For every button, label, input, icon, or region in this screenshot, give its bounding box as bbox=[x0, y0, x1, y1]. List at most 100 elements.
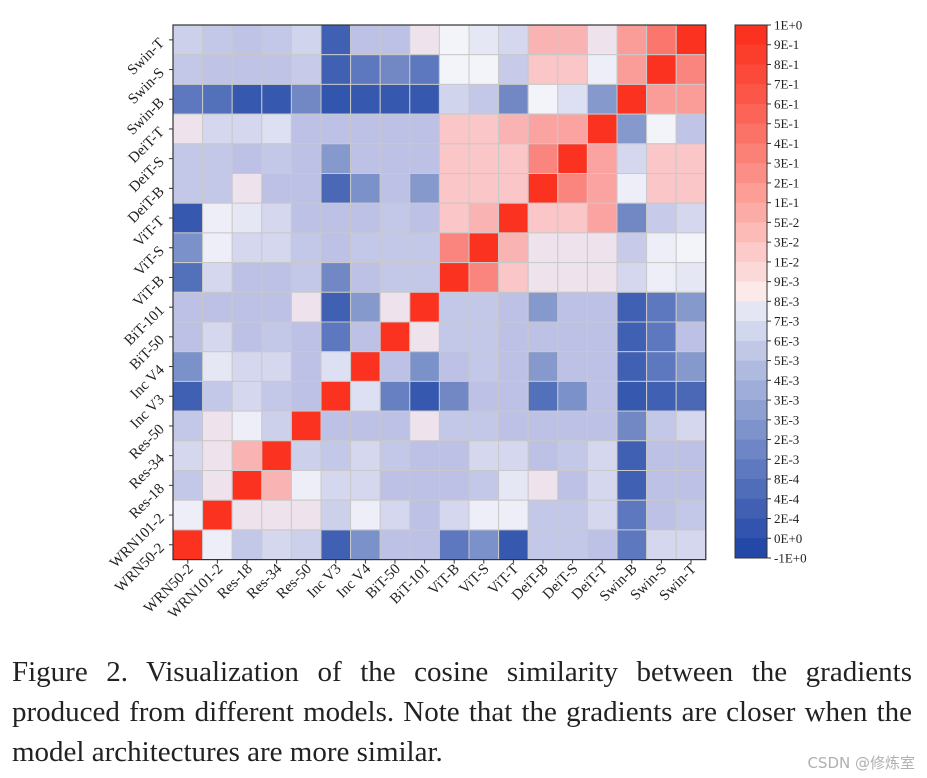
colorbar-tick-label: 1E+0 bbox=[774, 18, 802, 33]
heatmap-cell bbox=[675, 440, 707, 471]
heatmap-cell bbox=[468, 54, 500, 85]
heatmap-cell bbox=[350, 380, 381, 412]
heatmap-cell bbox=[231, 529, 263, 561]
heatmap-cell bbox=[379, 470, 411, 501]
heatmap-cell bbox=[409, 54, 440, 85]
heatmap-cell bbox=[557, 291, 588, 323]
heatmap-cell bbox=[231, 143, 263, 175]
heatmap-cell bbox=[586, 202, 618, 234]
heatmap-cell bbox=[527, 24, 559, 56]
heatmap-cell bbox=[646, 410, 677, 442]
heatmap-cell bbox=[646, 499, 677, 531]
heatmap-cell bbox=[261, 83, 292, 115]
heatmap-cell bbox=[675, 113, 707, 145]
heatmap-cell bbox=[527, 291, 559, 323]
heatmap-cell bbox=[231, 232, 263, 264]
heatmap-cell bbox=[290, 499, 322, 531]
heatmap-cell bbox=[320, 24, 352, 56]
heatmap-cell bbox=[261, 173, 292, 204]
heatmap-cell bbox=[646, 321, 677, 353]
heatmap-cell bbox=[646, 113, 677, 145]
heatmap-cell bbox=[498, 321, 529, 353]
watermark: CSDN @修炼室 bbox=[807, 754, 915, 772]
heatmap-cell bbox=[350, 321, 381, 353]
heatmap-cell bbox=[616, 291, 648, 323]
colorbar: 1E+0 9E-1 8E-1 7E-1 6E-1 5E-1 4E-1 3E-1 2E-1 1E-1… bbox=[734, 18, 807, 566]
heatmap-cell bbox=[409, 291, 440, 323]
heatmap-cell bbox=[409, 232, 440, 264]
heatmap-cell bbox=[557, 83, 588, 115]
colorbar-tick-label: 2E-3 bbox=[774, 452, 799, 467]
heatmap-cell bbox=[438, 410, 470, 442]
heatmap-cell bbox=[350, 143, 381, 175]
heatmap-cell bbox=[616, 380, 648, 412]
colorbar-tick-label: 5E-2 bbox=[774, 215, 799, 230]
heatmap-cell bbox=[675, 202, 707, 234]
heatmap-cell bbox=[320, 202, 352, 234]
heatmap-cell bbox=[438, 351, 470, 382]
colorbar-segment bbox=[735, 380, 767, 401]
colorbar-tick-label: 2E-3 bbox=[774, 432, 799, 447]
heatmap-cell bbox=[675, 24, 707, 56]
heatmap-cell bbox=[261, 499, 292, 531]
heatmap-cell bbox=[498, 529, 529, 561]
heatmap-cell bbox=[231, 291, 263, 323]
heatmap-cell bbox=[616, 83, 648, 115]
heatmap-cell bbox=[527, 499, 559, 531]
heatmap-cell bbox=[675, 410, 707, 442]
heatmap-cell bbox=[202, 291, 233, 323]
heatmap-cell bbox=[557, 202, 588, 234]
colorbar-tick-label: 6E-3 bbox=[774, 333, 799, 348]
heatmap-cell bbox=[172, 262, 204, 293]
heatmap-cell bbox=[320, 321, 352, 353]
heatmap-cell bbox=[616, 351, 648, 382]
heatmap-cell bbox=[320, 54, 352, 85]
heatmap-cell bbox=[527, 380, 559, 412]
heatmap-cell bbox=[320, 499, 352, 531]
heatmap-cell bbox=[675, 291, 707, 323]
heatmap-cell bbox=[646, 262, 677, 293]
colorbar-segment bbox=[735, 261, 767, 283]
heatmap-cell bbox=[616, 54, 648, 85]
heatmap-cell bbox=[438, 83, 470, 115]
heatmap-cell bbox=[320, 410, 352, 442]
colorbar-tick-label: 3E-3 bbox=[774, 412, 799, 427]
colorbar-tick-label: 5E-1 bbox=[774, 116, 799, 131]
heatmap-cell bbox=[557, 440, 588, 471]
heatmap-cell bbox=[616, 529, 648, 561]
heatmap-cell bbox=[586, 321, 618, 353]
colorbar-tick-label: 1E-1 bbox=[774, 195, 799, 210]
heatmap-cell bbox=[468, 202, 500, 234]
heatmap-cell bbox=[409, 173, 440, 204]
heatmap-cell bbox=[290, 113, 322, 145]
heatmap-cell bbox=[616, 262, 648, 293]
heatmap-cell bbox=[202, 54, 233, 85]
heatmap-cell bbox=[350, 470, 381, 501]
heatmap-cell bbox=[646, 83, 677, 115]
heatmap-cell bbox=[468, 113, 500, 145]
heatmap-cell bbox=[646, 143, 677, 175]
colorbar-segment bbox=[735, 459, 767, 480]
heatmap-cell bbox=[290, 262, 322, 293]
colorbar-tick-label: -1E+0 bbox=[774, 551, 807, 566]
heatmap-cell bbox=[616, 321, 648, 353]
heatmap-cell bbox=[616, 470, 648, 501]
heatmap-cell bbox=[409, 529, 440, 561]
heatmap-cell bbox=[646, 202, 677, 234]
heatmap-cell bbox=[379, 262, 411, 293]
heatmap-cell bbox=[675, 143, 707, 175]
colorbar-segment bbox=[735, 242, 767, 263]
heatmap-cell bbox=[468, 470, 500, 501]
heatmap-cell bbox=[675, 83, 707, 115]
heatmap-cell bbox=[675, 380, 707, 412]
colorbar-segment bbox=[735, 84, 767, 105]
colorbar-tick-label: 0E+0 bbox=[774, 531, 802, 546]
heatmap-cell bbox=[320, 113, 352, 145]
heatmap-cell bbox=[586, 410, 618, 442]
heatmap-cell bbox=[438, 440, 470, 471]
colorbar-tick-label: 4E-1 bbox=[774, 136, 799, 151]
heatmap-cell bbox=[646, 54, 677, 85]
heatmap-cell bbox=[202, 83, 233, 115]
colorbar-segment bbox=[735, 25, 767, 46]
heatmap-cell bbox=[438, 24, 470, 56]
